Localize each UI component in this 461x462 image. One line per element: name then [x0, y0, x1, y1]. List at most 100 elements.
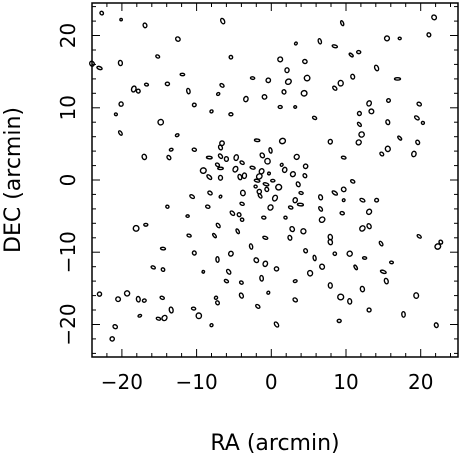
data-point: [339, 20, 345, 27]
data-point: [292, 197, 299, 204]
data-point: [166, 154, 172, 161]
data-point: [413, 115, 420, 121]
data-point: [359, 197, 366, 203]
data-point: [384, 145, 391, 153]
data-point: [191, 102, 197, 108]
data-point: [281, 89, 287, 95]
data-point: [415, 139, 421, 146]
data-point: [355, 139, 362, 146]
data-point: [209, 322, 214, 328]
data-point: [157, 118, 165, 126]
data-point: [383, 35, 391, 42]
data-point: [349, 179, 356, 184]
data-point: [215, 222, 221, 229]
data-point: [262, 182, 270, 187]
data-point: [332, 251, 338, 257]
data-point: [339, 210, 345, 216]
data-point: [383, 277, 389, 285]
y-tick-labels: 20 10 0 −10 −20: [56, 23, 80, 346]
data-point: [267, 204, 274, 211]
data-point: [164, 81, 171, 87]
data-point: [397, 135, 403, 141]
data-point: [311, 115, 318, 121]
data-point: [411, 150, 417, 158]
data-point: [89, 60, 95, 67]
data-point: [293, 153, 300, 161]
data-point: [292, 297, 299, 303]
y-tick-label: −20: [56, 303, 80, 345]
data-point: [217, 174, 224, 181]
data-point: [434, 243, 442, 250]
data-point: [300, 228, 307, 235]
data-point: [356, 121, 363, 128]
data-point: [112, 324, 119, 330]
data-point: [368, 108, 375, 115]
data-point: [132, 224, 140, 232]
data-point: [303, 74, 311, 82]
data-point: [225, 268, 232, 275]
data-point: [359, 225, 366, 232]
data-point: [273, 321, 280, 328]
data-point: [319, 263, 326, 270]
data-point: [261, 215, 267, 220]
data-point: [298, 190, 304, 196]
data-point: [233, 154, 240, 162]
data-point: [150, 265, 156, 270]
y-tick-label: −10: [56, 231, 80, 273]
data-point: [218, 194, 223, 199]
data-point: [353, 264, 359, 271]
data-point: [199, 167, 207, 175]
data-point: [273, 266, 280, 272]
data-point: [185, 214, 190, 219]
data-point: [283, 215, 288, 220]
data-point: [217, 144, 224, 151]
data-point: [259, 274, 265, 282]
data-point: [237, 173, 243, 181]
data-point: [385, 119, 391, 126]
data-point: [284, 67, 290, 74]
data-point: [331, 44, 339, 49]
x-tick-label: 0: [265, 370, 278, 394]
data-point: [337, 79, 344, 87]
data-point: [296, 202, 305, 207]
data-point: [117, 59, 124, 67]
data-point: [359, 285, 366, 293]
data-point: [109, 336, 116, 342]
data-point: [161, 314, 168, 322]
data-point: [348, 52, 354, 58]
data-point: [257, 193, 263, 199]
data-point: [219, 17, 226, 25]
data-point: [239, 189, 246, 197]
data-point: [143, 82, 150, 87]
data-point: [416, 101, 423, 107]
data-point: [137, 313, 143, 318]
data-point: [219, 82, 225, 88]
data-point: [223, 155, 230, 163]
data-point: [249, 165, 256, 170]
data-point: [278, 137, 287, 145]
data-point: [431, 14, 438, 21]
data-point: [141, 298, 147, 303]
data-point: [327, 138, 334, 145]
data-point: [179, 72, 186, 77]
data-point: [433, 322, 439, 329]
y-tick-label: 0: [56, 174, 80, 187]
x-tick-label: −20: [101, 370, 143, 394]
data-point: [118, 101, 124, 107]
data-point: [168, 147, 174, 152]
data-point: [277, 56, 284, 63]
data-point: [253, 257, 260, 264]
data-point: [379, 151, 385, 157]
data-point: [277, 104, 283, 110]
data-point: [243, 95, 249, 103]
data-point: [239, 201, 245, 207]
data-point: [281, 166, 288, 174]
data-point: [204, 204, 211, 210]
data-point: [159, 246, 167, 251]
data-point: [293, 41, 298, 46]
data-point: [361, 256, 368, 260]
data-point: [327, 238, 334, 246]
data-point: [165, 204, 170, 209]
data-point: [374, 197, 380, 203]
